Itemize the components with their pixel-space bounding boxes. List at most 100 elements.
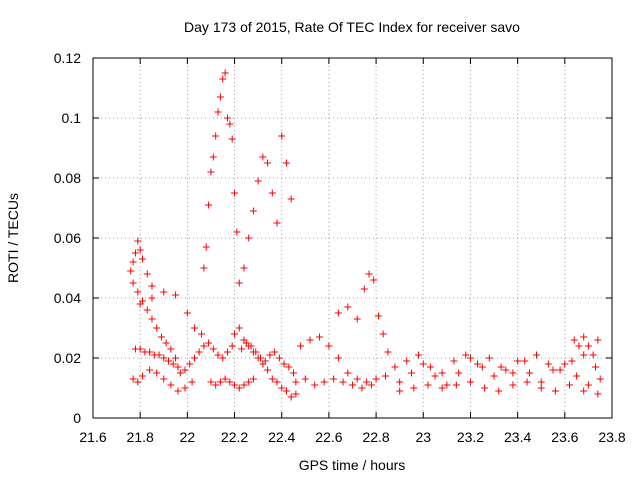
data-point [419,360,427,368]
data-point [221,69,229,77]
data-point [131,249,139,257]
data-point [134,237,142,245]
data-point [172,291,180,299]
data-point [450,357,458,365]
data-point [252,348,260,356]
data-point [462,351,470,359]
data-point [129,375,137,383]
data-point [353,375,361,383]
data-point [334,309,342,317]
data-point [127,267,135,275]
x-tick-label: 22 [180,429,196,445]
data-point [249,207,257,215]
data-point [466,378,474,386]
x-axis-label: GPS time / hours [299,457,406,473]
data-point [325,342,333,350]
data-point [249,375,257,383]
data-point [214,108,222,116]
data-point [139,372,147,380]
data-point [275,354,283,362]
data-point [407,369,415,377]
data-point [452,381,460,389]
data-point [315,333,323,341]
data-point [148,282,156,290]
data-point [424,381,432,389]
data-point [183,309,191,317]
data-point [580,333,588,341]
y-tick-label: 0.08 [54,170,81,186]
data-point [143,270,151,278]
data-point [431,372,439,380]
data-point [287,195,295,203]
data-point [584,381,592,389]
data-point [190,324,198,332]
data-point [235,324,243,332]
data-point [188,378,196,386]
data-point [292,378,300,386]
data-point [268,189,276,197]
data-point [164,357,172,365]
data-point [285,363,293,371]
data-point [186,360,194,368]
data-point [509,369,517,377]
data-point [466,354,474,362]
data-point [544,360,552,368]
y-tick-label: 0.04 [54,290,81,306]
grid-lines [93,58,612,418]
data-point [167,345,175,353]
x-tick-label: 22.8 [362,429,389,445]
data-point [391,363,399,371]
data-point [167,381,175,389]
x-tick-label: 23.4 [504,429,531,445]
data-point [214,351,222,359]
data-point [231,381,239,389]
data-point [490,372,498,380]
x-tick-label: 23.2 [457,429,484,445]
data-point [485,354,493,362]
data-point [514,357,522,365]
data-point [174,363,182,371]
data-point [523,378,531,386]
data-point [200,342,208,350]
data-point [129,258,137,266]
data-point [367,381,375,389]
data-point [174,387,182,395]
data-point [205,201,213,209]
data-point [415,351,423,359]
data-point [169,360,177,368]
data-point [438,369,446,377]
data-point [235,279,243,287]
x-tick-label: 23 [415,429,431,445]
data-point [143,306,151,314]
data-point [271,348,279,356]
data-point [438,384,446,392]
data-point [207,378,215,386]
data-point [478,363,486,371]
data-point [198,330,206,338]
data-point [287,393,295,401]
data-point [384,348,392,356]
data-point [358,384,366,392]
data-point [349,381,356,389]
data-point [426,363,434,371]
data-point [379,330,387,338]
data-point [292,390,300,398]
data-point [474,360,482,368]
data-point [525,369,533,377]
data-point [443,381,451,389]
data-point [374,312,382,320]
x-tick-label: 22.2 [221,429,248,445]
data-point [273,378,281,386]
data-point [240,264,248,272]
data-point [259,153,267,161]
data-point [495,387,503,395]
data-point [396,378,404,386]
data-point [264,159,272,167]
data-point [160,354,168,362]
data-point [290,369,298,377]
data-point [363,378,371,386]
data-point [181,384,189,392]
x-tick-label: 23.8 [598,429,625,445]
data-point [273,219,281,227]
